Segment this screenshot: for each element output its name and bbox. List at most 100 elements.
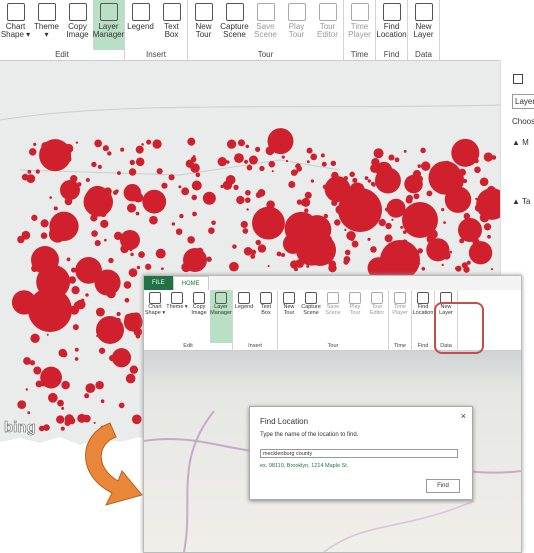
button-label: Box <box>164 30 179 40</box>
bubble <box>242 228 249 234</box>
ribbon-button[interactable]: Legend <box>125 0 156 50</box>
bubble <box>142 189 167 214</box>
bubble <box>417 248 423 254</box>
bubble <box>268 160 276 168</box>
bubble <box>95 307 105 317</box>
bubble <box>250 253 256 259</box>
location-input[interactable]: mecklenburg county <box>260 449 458 458</box>
bubble <box>476 188 508 220</box>
bubble <box>451 138 480 167</box>
bubble <box>30 333 40 344</box>
button-label: Capture <box>220 22 249 31</box>
ribbon-button[interactable]: Theme ▾ <box>31 0 62 50</box>
bubble <box>479 177 489 187</box>
bubble <box>118 402 125 409</box>
ribbon-button[interactable]: New Layer <box>408 0 439 50</box>
button-label: Chart <box>5 22 26 31</box>
section[interactable]: ▲ M <box>512 138 529 147</box>
ribbon-button[interactable]: Layer Manager <box>93 0 124 50</box>
ribbon-button[interactable]: Time Player <box>344 0 375 50</box>
ribbon-button[interactable]: Save Scene <box>322 290 344 343</box>
ribbon-button[interactable]: Legend <box>233 290 255 343</box>
button-icon <box>394 292 406 304</box>
border <box>0 104 501 121</box>
ribbon-button[interactable]: Find Location <box>376 0 407 50</box>
bubble <box>441 263 444 267</box>
bubble <box>367 179 372 183</box>
bubble <box>310 153 318 161</box>
bubble <box>442 251 451 260</box>
bubble <box>296 199 303 205</box>
ribbon-button[interactable]: Time Player <box>389 290 411 343</box>
button-row: New Layer <box>408 0 439 50</box>
bubble <box>195 172 201 178</box>
ribbon-button[interactable]: Capture Scene <box>300 290 322 343</box>
bubble <box>123 281 132 289</box>
bing-logo: bing <box>4 419 36 436</box>
choose-label: Choose <box>512 117 534 126</box>
ribbon-button[interactable]: Text Box <box>156 0 187 50</box>
ribbon-button[interactable]: Capture Scene <box>219 0 250 50</box>
bubble <box>350 237 355 242</box>
ribbon-button[interactable]: Save Scene <box>250 0 281 50</box>
find-button[interactable]: Find <box>426 479 460 493</box>
button-label: Tour <box>283 309 295 316</box>
bubble <box>248 155 258 165</box>
bubble <box>43 424 50 431</box>
ribbon-group: Find Location Find <box>376 0 408 60</box>
bubble <box>70 267 77 273</box>
bubble <box>103 238 107 242</box>
ribbon-button[interactable]: Text Box <box>255 290 277 343</box>
button-icon <box>305 292 317 304</box>
button-icon <box>256 3 275 21</box>
ribbon-button[interactable]: Tour Editor <box>312 0 343 50</box>
ribbon-button[interactable]: Copy Image <box>188 290 210 343</box>
close-button[interactable]: × <box>460 411 466 421</box>
bubble <box>152 139 162 149</box>
ribbon-button[interactable]: Play Tour <box>344 290 366 343</box>
bubble <box>41 142 49 150</box>
ribbon-group: New Tour Capture Scene Save Scene Play Tour Tour… <box>188 0 344 60</box>
button-row: Find Location <box>412 290 434 343</box>
bubble <box>161 182 168 189</box>
ribbon-button[interactable]: Tour Editor <box>366 290 388 343</box>
bubble <box>237 139 245 147</box>
bubble <box>155 248 166 259</box>
tab[interactable]: FILE <box>144 276 173 290</box>
bubble <box>448 202 455 209</box>
bubble <box>462 152 471 162</box>
bubble <box>75 141 78 144</box>
ribbon-button[interactable]: New Tour <box>278 290 300 343</box>
bubble <box>288 180 296 189</box>
layer-dropdown[interactable]: Layer <box>512 94 534 109</box>
button-label: Manager <box>92 30 125 40</box>
bubble <box>187 236 195 244</box>
find-dialog: Find Location × Type the name of the loc… <box>249 406 473 500</box>
ribbon-button[interactable]: Layer Manager <box>210 290 232 343</box>
ribbon-button[interactable]: Chart Shape ▾ <box>0 0 31 50</box>
bubble <box>420 161 431 171</box>
button-icon <box>6 3 25 21</box>
button-row: Find Location <box>376 0 407 50</box>
tab[interactable]: HOME <box>172 276 209 290</box>
section[interactable]: ▲ Ta <box>512 197 531 206</box>
group-label: Edit <box>183 343 193 349</box>
ribbon-button[interactable]: Find Location <box>412 290 434 343</box>
ribbon-button[interactable]: Play Tour <box>281 0 312 50</box>
bubble <box>160 267 164 271</box>
bubble <box>72 324 79 331</box>
ribbon-button[interactable]: New Tour <box>188 0 219 50</box>
bubble <box>57 399 64 407</box>
ribbon-button[interactable]: Copy Image <box>62 0 93 50</box>
button-label: New <box>440 304 452 310</box>
button-icon <box>162 3 181 21</box>
bubble <box>33 366 42 375</box>
bubble <box>255 239 261 246</box>
ribbon-button[interactable]: Chart Shape ▾ <box>144 290 166 343</box>
button-label: Layer <box>98 22 119 31</box>
ribbon-button[interactable]: Theme ▾ <box>166 290 188 343</box>
ribbon-group: Chart Shape ▾ Theme ▾ Copy Image Layer Manager… <box>0 0 125 60</box>
bubble <box>77 413 87 423</box>
layers-icon <box>513 74 523 84</box>
button-label: Play <box>349 304 361 310</box>
